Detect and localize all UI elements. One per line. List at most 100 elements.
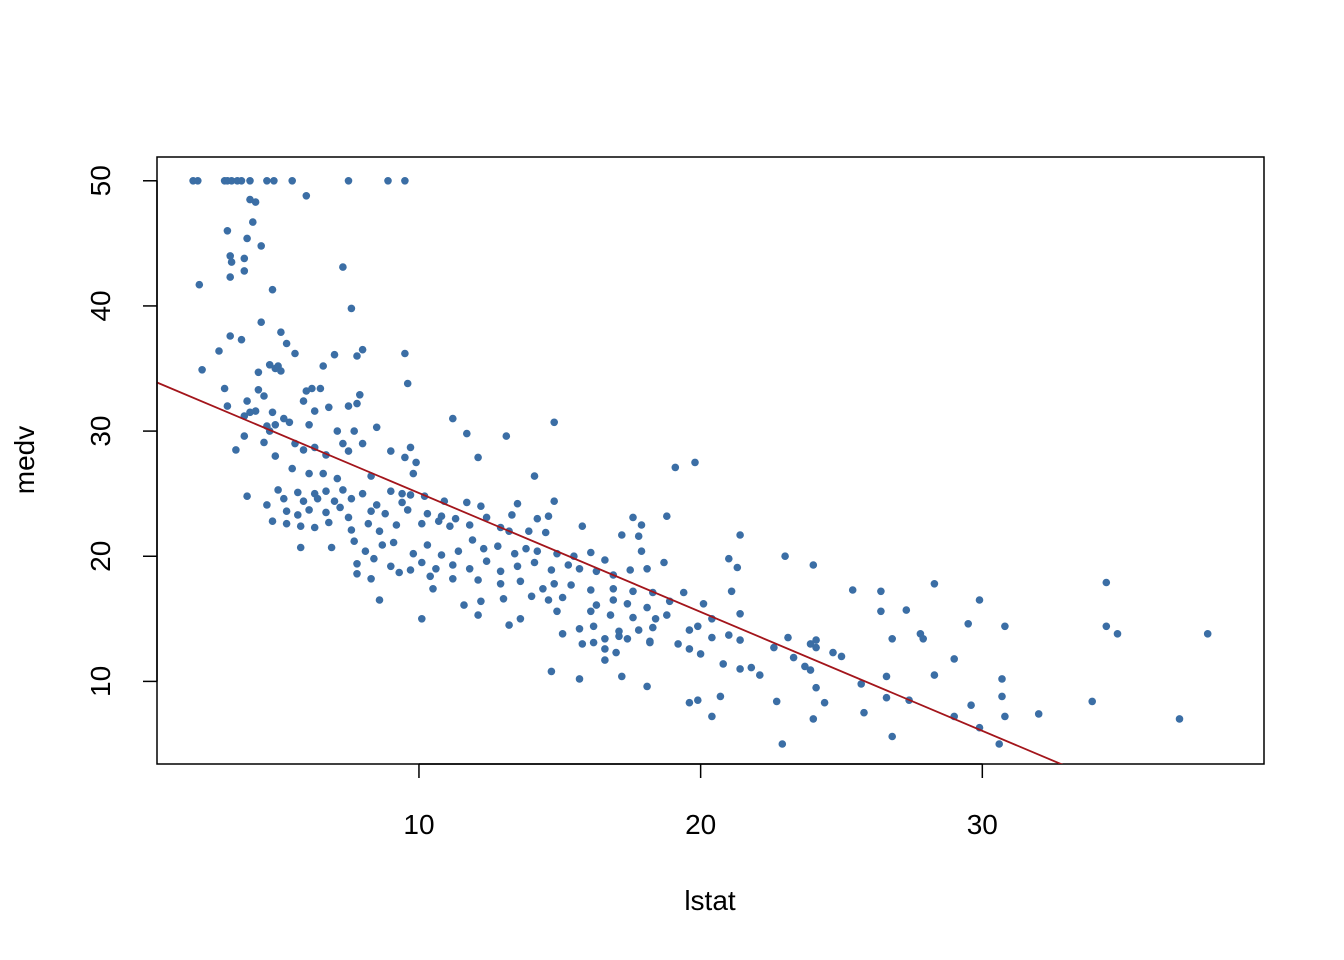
data-point bbox=[533, 514, 542, 523]
data-point bbox=[1102, 578, 1111, 587]
data-point bbox=[246, 177, 254, 185]
data-point bbox=[226, 252, 234, 260]
data-point bbox=[299, 397, 308, 405]
data-point bbox=[263, 501, 271, 509]
data-point bbox=[550, 418, 558, 427]
data-point bbox=[837, 652, 846, 661]
data-point bbox=[288, 177, 297, 185]
data-point bbox=[919, 635, 927, 643]
data-point bbox=[406, 566, 415, 574]
data-point bbox=[299, 446, 308, 454]
data-point bbox=[227, 177, 236, 185]
data-point bbox=[708, 633, 716, 642]
data-point bbox=[812, 636, 820, 644]
data-point bbox=[812, 683, 820, 692]
data-point bbox=[426, 572, 435, 581]
data-point bbox=[260, 392, 268, 400]
data-point bbox=[423, 541, 432, 549]
data-point bbox=[398, 498, 406, 507]
y-tick-label: 20 bbox=[85, 541, 116, 572]
data-point bbox=[237, 335, 246, 344]
data-point bbox=[260, 438, 268, 447]
data-point bbox=[463, 498, 471, 507]
data-point bbox=[479, 544, 488, 553]
data-point bbox=[564, 561, 573, 569]
data-point bbox=[975, 596, 984, 604]
data-point bbox=[372, 501, 381, 509]
data-point bbox=[282, 339, 291, 348]
data-point bbox=[587, 548, 595, 557]
y-axis: 10 20 30 40 50 bbox=[85, 165, 158, 697]
data-point bbox=[1034, 710, 1043, 718]
data-point bbox=[505, 621, 513, 629]
data-point bbox=[474, 576, 482, 584]
data-point bbox=[401, 453, 409, 462]
data-point bbox=[271, 421, 280, 429]
data-point bbox=[606, 611, 615, 619]
data-point bbox=[350, 537, 359, 545]
data-point bbox=[550, 580, 558, 588]
data-point bbox=[716, 692, 725, 701]
data-point bbox=[530, 558, 539, 567]
data-point bbox=[848, 586, 857, 594]
data-point bbox=[1102, 622, 1111, 631]
data-point bbox=[223, 402, 232, 410]
data-point bbox=[1203, 630, 1212, 638]
data-point bbox=[339, 263, 347, 271]
data-point bbox=[330, 350, 339, 359]
data-point bbox=[812, 643, 820, 652]
data-point bbox=[601, 656, 609, 664]
data-point bbox=[294, 511, 302, 519]
data-point bbox=[375, 527, 384, 535]
data-point bbox=[663, 512, 671, 520]
data-point bbox=[347, 304, 356, 313]
data-point bbox=[302, 192, 311, 200]
data-point bbox=[347, 494, 356, 503]
data-point bbox=[251, 407, 260, 415]
data-point bbox=[578, 640, 587, 648]
y-tick-label: 50 bbox=[85, 165, 116, 196]
data-point bbox=[629, 587, 637, 596]
data-point bbox=[877, 607, 885, 616]
data-point bbox=[725, 554, 733, 563]
data-point bbox=[694, 622, 702, 631]
data-point bbox=[243, 492, 251, 501]
data-point bbox=[719, 660, 727, 668]
data-point bbox=[888, 635, 896, 643]
data-point bbox=[809, 561, 818, 569]
data-point bbox=[268, 285, 277, 294]
data-point bbox=[496, 567, 505, 576]
data-point bbox=[877, 587, 885, 596]
data-point bbox=[882, 672, 891, 681]
data-point bbox=[618, 672, 626, 681]
x-tick-label: 30 bbox=[967, 809, 998, 840]
data-point bbox=[609, 596, 618, 604]
data-point bbox=[310, 407, 319, 415]
data-point bbox=[344, 402, 353, 410]
data-point bbox=[513, 562, 522, 571]
data-point bbox=[339, 486, 347, 494]
data-point bbox=[998, 692, 1006, 701]
data-point bbox=[643, 603, 651, 612]
data-point bbox=[806, 640, 815, 648]
data-point bbox=[268, 517, 277, 525]
data-point bbox=[384, 177, 392, 185]
data-point bbox=[736, 665, 744, 673]
data-point bbox=[330, 497, 339, 506]
data-point bbox=[195, 280, 204, 289]
data-point bbox=[725, 631, 733, 639]
data-point bbox=[1175, 715, 1184, 723]
data-point bbox=[406, 491, 415, 499]
data-point bbox=[482, 513, 491, 522]
data-point bbox=[336, 503, 344, 512]
data-point bbox=[327, 543, 336, 552]
data-point bbox=[685, 698, 694, 707]
data-point bbox=[615, 632, 623, 641]
data-point bbox=[358, 439, 367, 448]
data-point bbox=[558, 630, 567, 638]
data-point bbox=[829, 648, 837, 657]
data-point bbox=[243, 234, 251, 243]
y-tick-label: 10 bbox=[85, 666, 116, 697]
data-point bbox=[463, 429, 471, 438]
data-point bbox=[291, 349, 299, 358]
